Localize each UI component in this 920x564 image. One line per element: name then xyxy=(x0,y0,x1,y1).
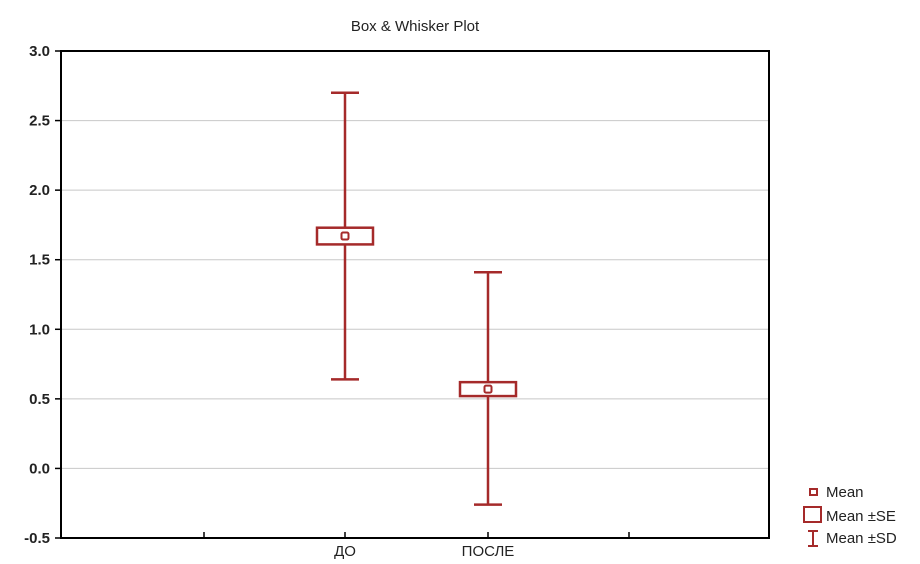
plot-area-frame xyxy=(60,50,770,539)
grid-lines xyxy=(61,120,769,469)
legend-se-swatch xyxy=(803,506,822,523)
legend: Mean Mean ±SE Mean ±SD xyxy=(803,484,897,547)
legend-label: Mean ±SE xyxy=(826,508,896,525)
x-axis-ticks: ДО ПОСЛЕ xyxy=(203,532,630,560)
x-tick-label: ДО xyxy=(334,543,356,560)
y-tick-label: 1.5 xyxy=(29,252,50,269)
x-tick-label: ПОСЛЕ xyxy=(462,543,515,560)
legend-mean-swatch xyxy=(809,488,818,496)
legend-label: Mean xyxy=(826,484,864,501)
y-tick-label: 2.5 xyxy=(29,113,50,130)
chart-title: Box & Whisker Plot xyxy=(351,18,480,35)
legend-item-box: Mean ±SE xyxy=(803,506,896,525)
mean-marker xyxy=(340,231,350,241)
series-do xyxy=(315,91,375,381)
legend-item-mean: Mean xyxy=(809,484,864,501)
mean-marker xyxy=(483,384,493,394)
legend-item-whisker: Mean ±SD xyxy=(808,530,897,547)
y-tick-label: -0.5 xyxy=(24,530,50,547)
series-group xyxy=(315,91,518,506)
y-tick-label: 2.0 xyxy=(29,182,50,199)
legend-label: Mean ±SD xyxy=(826,530,897,547)
y-tick-label: 3.0 xyxy=(29,43,50,60)
y-tick-label: 0.0 xyxy=(29,460,50,477)
y-tick-label: 1.0 xyxy=(29,321,50,338)
y-tick-label: 0.5 xyxy=(29,391,50,408)
series-posle xyxy=(458,270,518,506)
y-axis-ticks: 3.0 2.5 2.0 1.5 1.0 0.5 0.0 -0.5 xyxy=(24,43,61,547)
